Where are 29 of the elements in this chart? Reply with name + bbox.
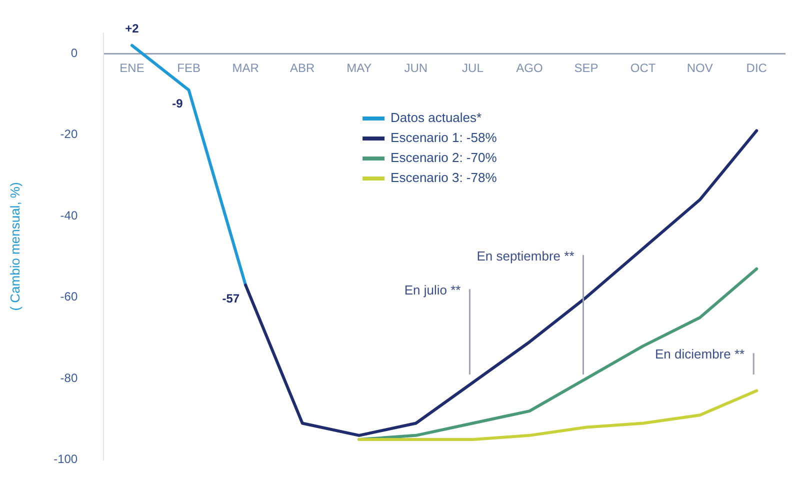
y-tick-label: -100: [54, 452, 78, 466]
y-tick-label: -60: [60, 290, 78, 304]
data-label: -9: [172, 96, 184, 110]
y-tick-label: 0: [70, 46, 78, 60]
x-tick-label: FEB: [177, 61, 200, 76]
legend-label: Escenario 1: -58%: [390, 130, 498, 146]
x-tick-label: JUN: [404, 61, 428, 76]
y-tick-label: -80: [60, 370, 78, 385]
x-tick-label: SEP: [574, 61, 598, 76]
x-tick-label: ABR: [290, 61, 316, 76]
x-tick-label: MAY: [346, 61, 372, 76]
x-tick-label: MAR: [232, 61, 260, 76]
legend-label: Escenario 3: -78%: [390, 170, 498, 186]
x-tick-label: DIC: [746, 61, 768, 76]
x-tick-label: OCT: [630, 61, 656, 76]
data-label: +2: [125, 22, 140, 36]
ref-line-label: En julio **: [404, 282, 461, 298]
x-tick-label: ENE: [120, 61, 144, 76]
x-tick-label: JUL: [462, 61, 484, 76]
data-label: -57: [222, 291, 240, 306]
y-tick-label: -40: [60, 208, 78, 222]
y-axis-title: ( Cambio mensual, %): [7, 182, 22, 311]
ref-line-label: En septiembre **: [476, 248, 574, 264]
x-tick-label: AGO: [516, 61, 543, 76]
legend-label: Datos actuales*: [390, 110, 482, 126]
ref-line-label: En diciembre **: [655, 346, 745, 362]
x-tick-label: NOV: [686, 61, 713, 76]
legend-label: Escenario 2: -70%: [390, 150, 498, 166]
y-tick-label: -20: [60, 127, 78, 142]
